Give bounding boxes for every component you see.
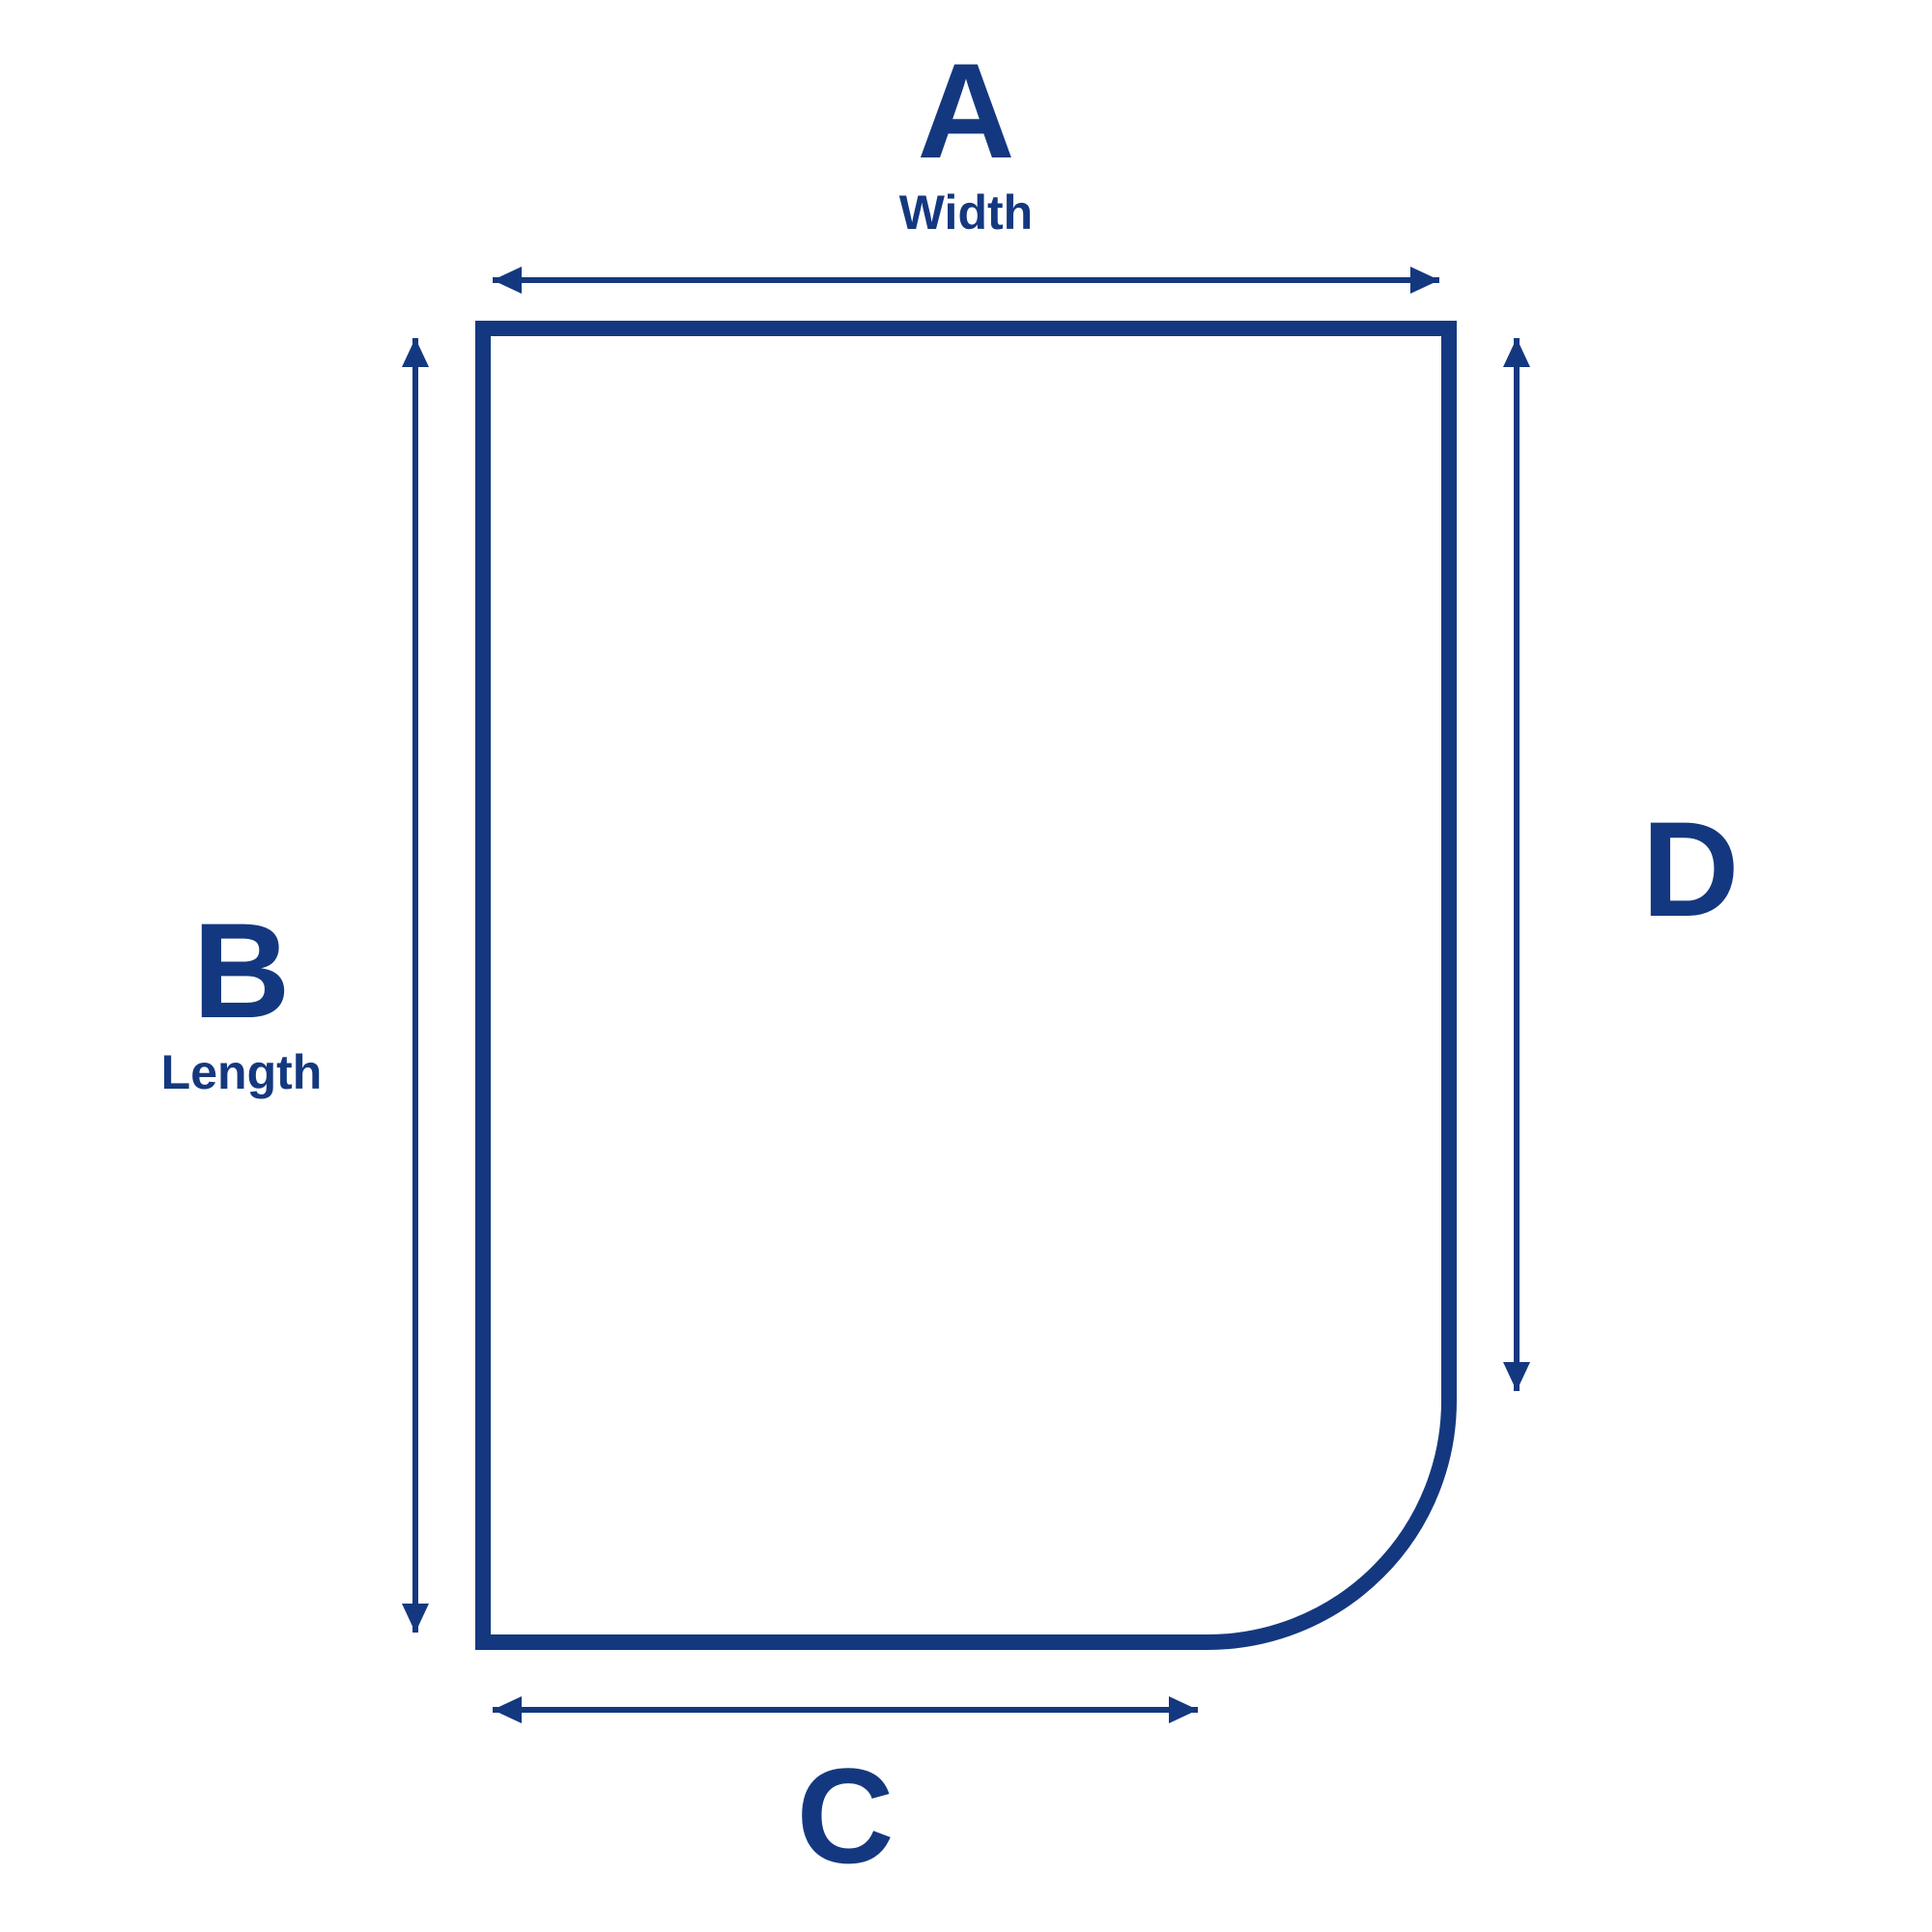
arrow-d (1503, 338, 1530, 1391)
arrow-b (402, 338, 429, 1633)
label-a: A (831, 43, 1101, 179)
arrow-a (493, 267, 1439, 294)
label-d: D (1594, 802, 1787, 937)
label-b: B (145, 903, 338, 1038)
arrow-c (493, 1696, 1198, 1723)
label-c: C (749, 1748, 942, 1884)
label-length: Length (126, 1048, 357, 1096)
label-width: Width (831, 188, 1101, 237)
shape-outline (483, 328, 1449, 1642)
